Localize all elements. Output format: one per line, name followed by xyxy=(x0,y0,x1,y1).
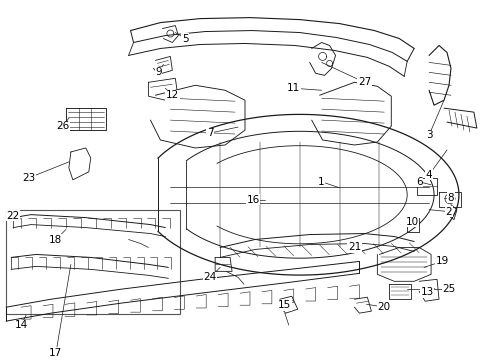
Text: 16: 16 xyxy=(246,195,260,205)
Text: 12: 12 xyxy=(166,90,179,100)
Text: 6: 6 xyxy=(416,177,422,187)
Text: 22: 22 xyxy=(6,211,20,221)
Text: 21: 21 xyxy=(348,243,361,252)
Text: 1: 1 xyxy=(318,177,325,187)
Text: 23: 23 xyxy=(23,173,36,183)
Text: 2: 2 xyxy=(446,207,452,217)
Text: 17: 17 xyxy=(49,348,63,358)
Text: 10: 10 xyxy=(406,217,419,226)
Text: 13: 13 xyxy=(420,287,434,297)
Text: 26: 26 xyxy=(56,121,70,131)
Text: 18: 18 xyxy=(49,234,63,244)
Text: 24: 24 xyxy=(203,272,217,282)
Bar xyxy=(6,210,180,314)
Text: 7: 7 xyxy=(207,128,214,138)
Text: 25: 25 xyxy=(442,284,456,294)
Text: 14: 14 xyxy=(15,320,28,330)
Text: 15: 15 xyxy=(278,300,292,310)
Text: 11: 11 xyxy=(287,83,300,93)
Text: 27: 27 xyxy=(358,77,371,87)
Text: 3: 3 xyxy=(426,130,432,140)
Text: 5: 5 xyxy=(182,33,189,44)
Text: 19: 19 xyxy=(436,256,449,266)
Text: 9: 9 xyxy=(155,67,162,77)
Text: 8: 8 xyxy=(448,193,454,203)
Text: 20: 20 xyxy=(378,302,391,312)
Text: 4: 4 xyxy=(426,170,432,180)
